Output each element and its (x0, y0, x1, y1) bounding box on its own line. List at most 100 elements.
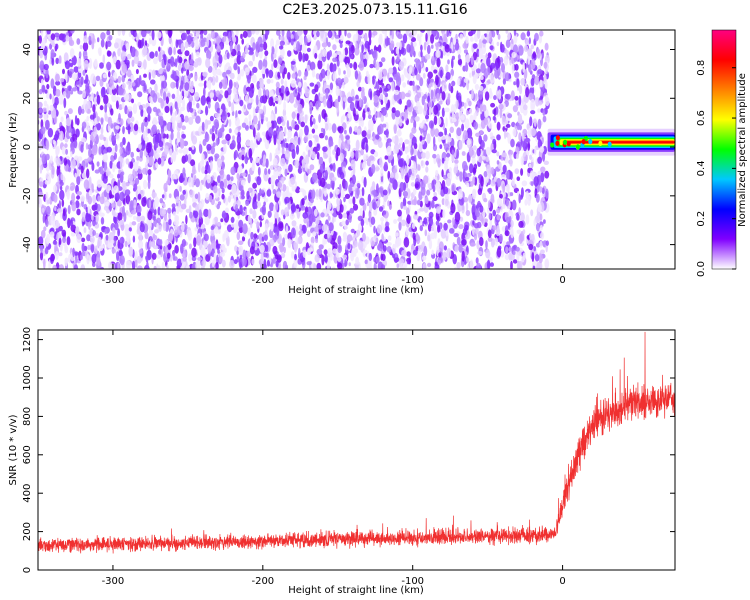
noise-cell (172, 151, 177, 163)
noise-cell (486, 57, 491, 67)
noise-cell (118, 242, 124, 250)
noise-cell (430, 78, 434, 83)
noise-cell (463, 102, 467, 109)
noise-cell (179, 185, 182, 192)
noise-cell (388, 77, 394, 83)
noise-cell (470, 36, 474, 42)
noise-cell (290, 60, 296, 65)
noise-cell (342, 237, 348, 242)
noise-cell (276, 116, 282, 125)
noise-cell (254, 193, 257, 202)
noise-cell (337, 244, 343, 254)
noise-cell (373, 262, 377, 269)
noise-cell (483, 170, 488, 178)
noise-cell (114, 143, 118, 153)
noise-cell (516, 213, 520, 221)
noise-cell (303, 30, 308, 36)
noise-cell (252, 42, 256, 51)
noise-cell (518, 233, 523, 244)
noise-cell (453, 166, 458, 174)
noise-cell (192, 114, 196, 120)
noise-cell (438, 241, 444, 253)
noise-cell (476, 240, 480, 250)
noise-cell (513, 44, 518, 55)
noise-cell (479, 156, 483, 164)
noise-cell (121, 82, 126, 89)
noise-cell (207, 243, 212, 254)
noise-cell (507, 113, 513, 119)
noise-cell (159, 207, 165, 217)
noise-cell (318, 188, 322, 198)
noise-cell (372, 76, 375, 85)
noise-cell (123, 212, 127, 223)
noise-cell (365, 143, 369, 153)
noise-cell (396, 56, 400, 62)
noise-cell (253, 233, 258, 239)
noise-cell (94, 202, 98, 211)
noise-cell (266, 259, 270, 267)
noise-cell (125, 182, 130, 187)
noise-cell (248, 87, 254, 98)
noise-cell (477, 30, 481, 39)
noise-cell (461, 123, 465, 132)
noise-cell (254, 123, 258, 130)
noise-cell (61, 33, 67, 43)
noise-cell (126, 80, 132, 85)
noise-cell (261, 236, 265, 242)
noise-cell (426, 189, 431, 196)
noise-cell (108, 202, 113, 212)
noise-cell (125, 144, 131, 156)
noise-cell (96, 179, 102, 188)
noise-cell (393, 124, 397, 134)
noise-cell (233, 259, 238, 265)
noise-cell (309, 82, 315, 87)
noise-cell (513, 30, 517, 37)
noise-cell (350, 44, 355, 54)
noise-cell (355, 95, 359, 100)
noise-cell (127, 173, 134, 183)
noise-cell (173, 169, 179, 180)
noise-cell (205, 192, 209, 201)
noise-cell (111, 85, 115, 90)
noise-cell (258, 59, 263, 70)
noise-cell (444, 163, 448, 171)
noise-cell (276, 30, 281, 36)
noise-cell (210, 30, 216, 40)
noise-cell (280, 252, 286, 259)
noise-cell (111, 209, 116, 217)
noise-cell (121, 63, 128, 74)
noise-cell (222, 243, 225, 253)
noise-cell (42, 213, 46, 224)
noise-cell (527, 195, 531, 206)
noise-cell (275, 81, 280, 89)
noise-cell (244, 67, 250, 76)
noise-cell (352, 233, 356, 242)
noise-cell (263, 258, 267, 269)
noise-cell (472, 145, 477, 151)
noise-cell (233, 62, 238, 71)
noise-cell (132, 103, 138, 114)
noise-cell (203, 30, 208, 36)
noise-cell (327, 122, 332, 131)
noise-cell (481, 155, 486, 160)
noise-cell (290, 79, 297, 88)
noise-cell (172, 70, 177, 81)
noise-cell (43, 258, 46, 269)
noise-cell (197, 256, 203, 261)
noise-cell (481, 217, 484, 224)
noise-cell (345, 143, 350, 149)
noise-cell (400, 91, 406, 100)
noise-cell (422, 263, 427, 269)
noise-cell (294, 181, 297, 189)
noise-cell (247, 227, 251, 236)
noise-cell (454, 211, 461, 223)
noise-cell (445, 198, 449, 206)
noise-cell (342, 100, 346, 110)
noise-cell (514, 168, 520, 175)
noise-cell (128, 84, 131, 90)
noise-cell (473, 112, 477, 121)
noise-cell (373, 151, 379, 158)
noise-cell (330, 140, 334, 147)
noise-cell (487, 229, 492, 238)
noise-cell (185, 215, 188, 225)
